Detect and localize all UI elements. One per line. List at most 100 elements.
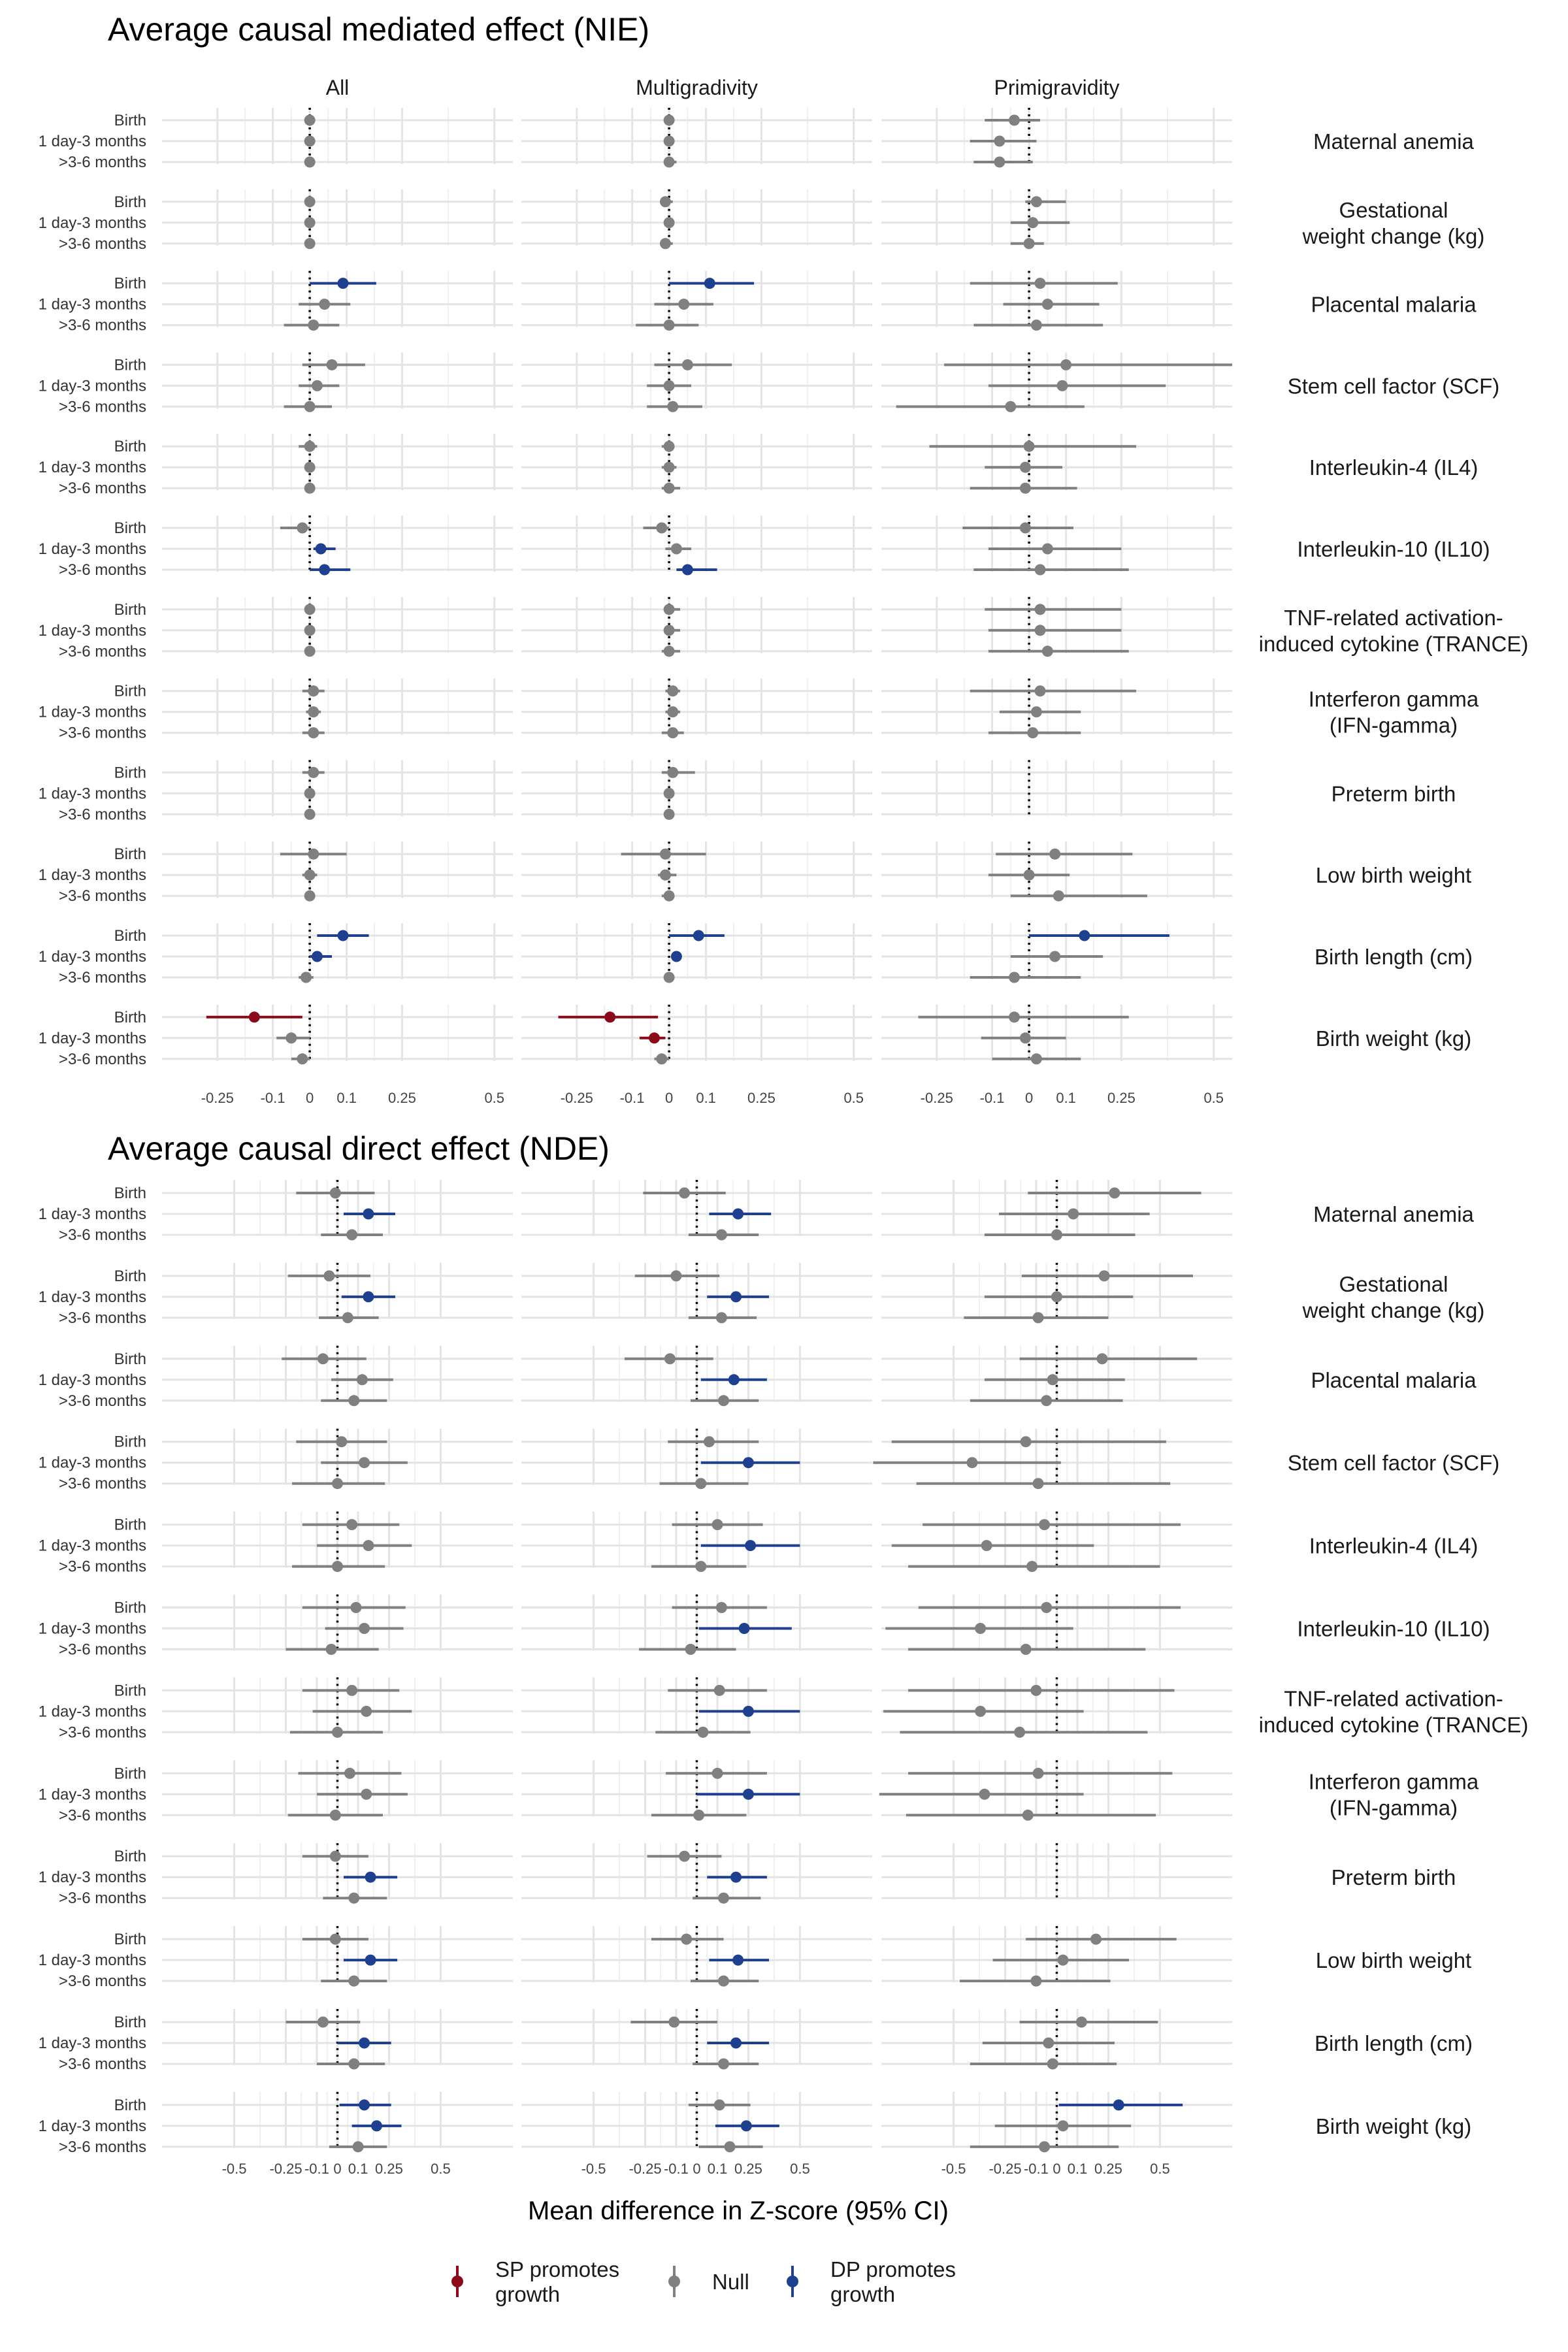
facet-panel (881, 1594, 1232, 1655)
point-estimate (371, 2120, 383, 2132)
row-strip-label: Stem cell factor (SCF) (1288, 374, 1500, 398)
facet-panel (162, 1843, 513, 1904)
point-estimate (329, 1809, 341, 1821)
point-estimate (348, 1395, 360, 1407)
facet-panel (873, 1428, 1232, 1490)
point-estimate (659, 196, 671, 208)
point-estimate (740, 2120, 752, 2132)
timepoint-label: >3-6 months (59, 1475, 146, 1493)
timepoint-label: Birth (114, 356, 146, 374)
facet-panel (521, 434, 872, 494)
facet-panel (162, 1004, 513, 1065)
column-header: All (326, 76, 350, 99)
facet-panel (162, 2091, 513, 2153)
point-estimate (361, 1788, 372, 1800)
facet-row: Birth 1 day-3 months >3-6 months Stem cell … (39, 1428, 1499, 1493)
x-tick-label: 0.25 (388, 1090, 416, 1106)
x-tick-label: 0.5 (1203, 1090, 1224, 1106)
timepoint-label: >3-6 months (59, 398, 146, 416)
point-estimate (1030, 319, 1042, 331)
timepoint-label: Birth (114, 1848, 146, 1865)
x-tick-label: 0.25 (734, 2161, 762, 2177)
point-estimate (363, 1208, 374, 1220)
point-estimate (1041, 543, 1053, 555)
facet-panel (521, 1760, 872, 1821)
x-tick-label: -0.1 (304, 2161, 329, 2177)
legend-key-point (668, 2276, 680, 2287)
chart-section-1: Average causal direct effect (NDE) Birth 1… (39, 1130, 1529, 2177)
timepoint-label: 1 day-3 months (39, 622, 146, 640)
point-estimate (1041, 1395, 1053, 1407)
point-estimate (670, 951, 682, 962)
point-estimate (1039, 2141, 1051, 2153)
point-estimate (994, 135, 1005, 147)
point-estimate (678, 299, 690, 310)
point-estimate (663, 156, 675, 168)
facet-panel (162, 108, 513, 168)
point-estimate (695, 1561, 707, 1573)
timepoint-label: 1 day-3 months (39, 704, 146, 721)
facet-panel (162, 434, 513, 494)
point-estimate (711, 1767, 723, 1779)
facet-panel (162, 1926, 513, 1987)
facet-row: Birth 1 day-3 months >3-6 months Interferon… (39, 678, 1479, 742)
point-estimate (304, 135, 316, 147)
row-strip-label: Placental malaria (1311, 1368, 1477, 1392)
x-tick-label: 0 (1053, 2161, 1060, 2177)
point-estimate (659, 869, 671, 881)
point-estimate (745, 1540, 757, 1552)
timepoint-label: 1 day-3 months (39, 1952, 146, 1969)
row-strip-label: Birth weight (kg) (1316, 1026, 1471, 1051)
point-estimate (663, 440, 675, 452)
facet-panel (881, 2009, 1232, 2070)
point-estimate (300, 972, 312, 983)
facet-row: Birth 1 day-3 months >3-6 months Placental … (39, 1345, 1477, 1410)
timepoint-label: Birth (114, 683, 146, 700)
row-strip-label: weight change (kg) (1302, 1298, 1485, 1322)
point-estimate (304, 238, 316, 250)
facet-panel (881, 434, 1232, 494)
row-strip-label: Gestational (1339, 198, 1448, 222)
facet-panel (521, 1428, 872, 1490)
point-estimate (1051, 1229, 1062, 1241)
facet-panel (881, 1926, 1232, 1987)
point-estimate (711, 1519, 723, 1531)
timepoint-label: 1 day-3 months (39, 1454, 146, 1472)
point-estimate (337, 278, 349, 289)
x-tick-label: -0.25 (561, 1090, 593, 1106)
facet-panel (881, 189, 1232, 250)
point-estimate (1019, 482, 1031, 494)
point-estimate (742, 1705, 754, 1717)
point-estimate (1090, 1933, 1102, 1945)
point-estimate (326, 359, 338, 370)
facet-panel (521, 1594, 872, 1655)
legend-label: SP promotes (495, 2257, 619, 2281)
point-estimate (1030, 1053, 1042, 1065)
row-strip-label: Interferon gamma (1309, 1769, 1479, 1793)
timepoint-label: Birth (114, 2014, 146, 2031)
point-estimate (363, 1291, 374, 1303)
row-strip-label: Low birth weight (1316, 1948, 1471, 1972)
timepoint-label: 1 day-3 months (39, 1205, 146, 1223)
timepoint-label: 1 day-3 months (39, 2117, 146, 2135)
facet-row: Birth 1 day-3 months >3-6 months TNF-relate… (39, 1677, 1529, 1741)
timepoint-label: 1 day-3 months (39, 214, 146, 232)
point-estimate (670, 1270, 682, 1282)
row-strip-label: induced cytokine (TRANCE) (1259, 1712, 1529, 1737)
point-estimate (664, 1353, 676, 1365)
facet-row: Birth 1 day-3 months >3-6 months Maternal a… (39, 108, 1475, 171)
point-estimate (975, 1705, 987, 1717)
x-tick-label: -0.1 (664, 2161, 689, 2177)
point-estimate (304, 400, 316, 412)
facet-panel (521, 2009, 872, 2070)
point-estimate (667, 727, 679, 739)
facet-row: Birth 1 day-3 months >3-6 months Gestationa… (39, 1262, 1485, 1327)
facet-panel (162, 352, 513, 412)
point-estimate (1027, 727, 1039, 739)
column-header: Multigradivity (636, 76, 758, 99)
point-estimate (994, 156, 1005, 168)
facet-panel (521, 1180, 872, 1241)
timepoint-label: Birth (114, 1682, 146, 1699)
